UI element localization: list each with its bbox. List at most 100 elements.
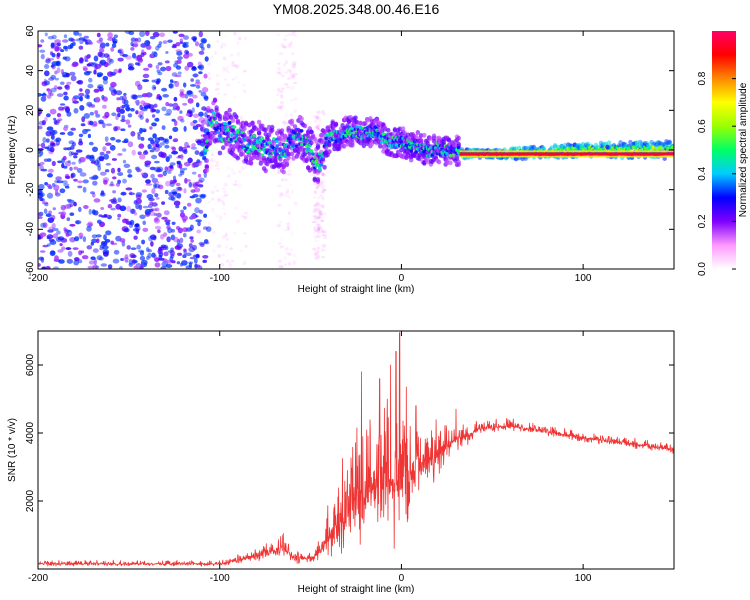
spectrogram-noise-cell [148, 235, 154, 242]
spectrogram-noise-cell [276, 33, 281, 37]
colorbar: 0.0 0.2 0.4 0.6 0.8 Normalized spectral ampl… [697, 31, 749, 276]
spectrogram-noise-cell [145, 31, 150, 36]
colorbar-scale [712, 31, 736, 269]
spectrogram-noise-cell [185, 252, 192, 257]
spectrogram-noise-cell [64, 160, 72, 167]
spectrogram-noise-cell [94, 175, 99, 180]
spectrogram-noise-cell [78, 206, 82, 213]
spectrogram-noise-cell [293, 34, 298, 37]
spectrogram-noise-cell [133, 235, 138, 240]
spectrogram-noise-cell [45, 213, 52, 218]
spectrogram-noise-cell [93, 88, 100, 93]
spectrogram-noise-cell [123, 138, 129, 143]
spectrogram-noise-cell [46, 236, 51, 240]
spectrogram-noise-cell [174, 74, 182, 78]
spectrogram-ridge-cell [234, 114, 239, 120]
spectrogram-noise-cell [167, 250, 174, 253]
spectrogram-noise-cell [154, 225, 162, 230]
spectrogram-noise-cell [110, 181, 114, 187]
spectrogram-noise-cell [179, 167, 185, 173]
spectrogram-ridge-cell [227, 107, 232, 113]
spectrogram-noise-cell [141, 239, 146, 245]
spectrogram-noise-cell [176, 59, 182, 65]
spectrogram-noise-cell [291, 75, 295, 79]
spectrogram-noise-cell [278, 221, 283, 224]
spectrogram-noise-cell [322, 173, 326, 177]
spectrogram-noise-cell [50, 250, 56, 255]
spectrogram-noise-cell [285, 121, 289, 126]
spectrogram-noise-cell [220, 263, 225, 267]
spectrogram-noise-cell [287, 45, 292, 48]
y-tick-label: -60 [25, 261, 36, 276]
spectrogram-noise-cell [151, 114, 156, 118]
spectrogram-noise-cell [139, 214, 146, 220]
spectrogram-noise-cell [62, 74, 68, 78]
spectrogram-noise-cell [315, 186, 319, 190]
spectrogram-noise-cell [72, 247, 79, 251]
spectrogram-noise-cell [131, 149, 136, 156]
spectrogram-noise-cell [48, 226, 55, 230]
x-tick-label: -200 [28, 273, 48, 284]
spectrogram-noise-cell [63, 95, 69, 101]
spectrogram-noise-cell [127, 113, 133, 118]
spectrogram-noise-cell [46, 94, 52, 99]
spectrogram-noise-cell [316, 204, 320, 207]
spectrogram-noise-cell [44, 70, 50, 77]
spectrogram-noise-cell [173, 200, 181, 206]
spectrogram-noise-cell [63, 165, 68, 169]
spectrogram-noise-cell [171, 228, 176, 233]
spectrogram-noise-cell [187, 179, 191, 182]
spectrogram-noise-cell [47, 168, 54, 173]
spectrogram-noise-cell [163, 244, 168, 249]
spectrogram-noise-cell [242, 232, 247, 235]
spectrogram-noise-cell [202, 254, 209, 259]
colorbar-tick-label: 0.4 [697, 166, 708, 180]
spectrogram-noise-cell [171, 150, 179, 155]
spectrogram-noise-cell [221, 42, 224, 47]
spectrogram-noise-cell [192, 66, 196, 70]
y-tick-label: 6000 [25, 353, 36, 376]
spectrogram-noise-cell [145, 179, 151, 184]
spectrogram-noise-cell [176, 50, 183, 56]
spectrogram-ridge-cell [350, 142, 355, 148]
spectrogram-noise-cell [94, 64, 98, 71]
spectrogram-noise-cell [322, 112, 326, 116]
spectrogram-noise-cell [102, 104, 107, 109]
spectrogram-noise-cell [77, 185, 83, 189]
spectrogram-noise-cell [222, 201, 225, 206]
spectrogram-noise-cell [121, 95, 127, 101]
spectrogram-ridge-cell [240, 151, 245, 157]
spectrogram-ridge-core [255, 140, 260, 145]
spectrogram-noise-cell [40, 142, 46, 148]
spectrogram-noise-cell [165, 65, 172, 72]
spectrogram-noise-cell [152, 133, 157, 139]
spectrogram-noise-cell [122, 218, 128, 224]
spectrogram-noise-cell [287, 252, 292, 257]
spectrogram-noise-cell [91, 124, 98, 127]
spectrogram-noise-cell [80, 123, 86, 127]
spectrogram-noise-cell [156, 212, 162, 218]
spectrogram-noise-cell [182, 254, 187, 258]
spectrogram-noise-cell [238, 36, 242, 41]
spectrogram-ridge-cell [327, 149, 332, 155]
spectrogram-noise-cell [78, 96, 83, 101]
spectrogram-noise-cell [127, 174, 133, 178]
spectrogram-ridge-cell [309, 140, 314, 146]
spectrogram-ridge-cell [271, 140, 277, 146]
spectrogram-noise-cell [69, 212, 75, 216]
spectrogram-noise-cell [172, 236, 179, 243]
spectrogram-ridge-cell [382, 125, 388, 131]
spectrogram-noise-cell [179, 38, 184, 43]
spectrogram-noise-cell [288, 72, 294, 76]
spectrogram-noise-cell [47, 158, 52, 162]
spectrogram-noise-cell [53, 85, 58, 90]
spectrogram-noise-cell [119, 109, 125, 114]
spectrogram-ridge-cell [247, 152, 252, 158]
spectrogram-noise-cell [235, 219, 240, 224]
spectrogram-noise-cell [38, 143, 41, 147]
spectrogram-noise-cell [202, 155, 207, 160]
spectrogram-noise-cell [176, 160, 182, 164]
spectrogram-noise-cell [277, 170, 281, 174]
spectrogram-noise-cell [46, 148, 52, 151]
spectrogram-noise-cell [63, 183, 70, 187]
